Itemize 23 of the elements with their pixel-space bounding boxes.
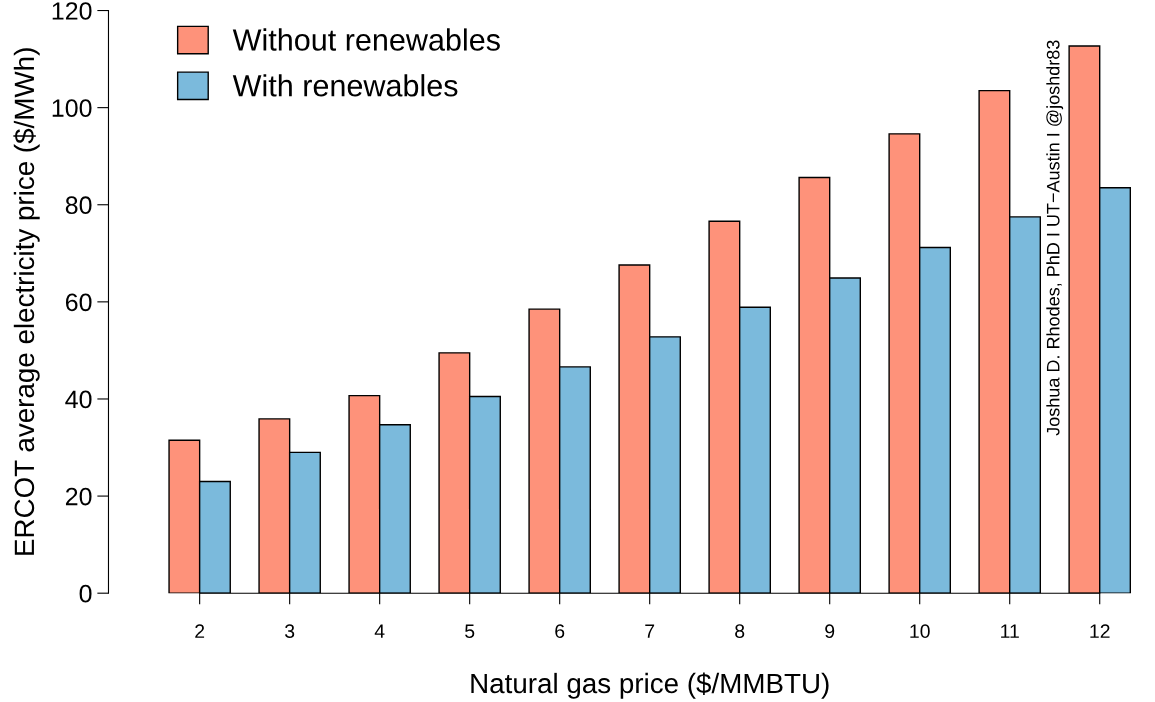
x-tick-label: 4 bbox=[374, 624, 385, 638]
y-tick-label: 100 bbox=[52, 99, 92, 117]
x-tick-label: 7 bbox=[645, 624, 655, 638]
x-tick-label: 2 bbox=[195, 624, 205, 638]
x-axis-title: Natural gas price ($/MMBTU) bbox=[471, 672, 829, 699]
x-tick-label: 8 bbox=[735, 624, 745, 639]
x-tick-label: 3 bbox=[285, 624, 295, 639]
y-axis-title: ERCOT average electricity price ($/MWh) bbox=[13, 48, 40, 555]
annotation: Joshua D. Rhodes, PhD I UT−Austin I @joshdr83 bbox=[1046, 40, 1064, 436]
x-tick-label: 12 bbox=[1090, 624, 1110, 638]
y-tick-label: 120 bbox=[52, 2, 92, 20]
y-tick-label: 20 bbox=[65, 487, 92, 506]
y-tick-label: 0 bbox=[79, 584, 92, 603]
y-tick-label: 40 bbox=[65, 390, 92, 409]
y-tick-label: 60 bbox=[65, 293, 92, 312]
x-tick-label: 9 bbox=[825, 624, 835, 639]
x-tick-label: 10 bbox=[910, 624, 930, 639]
legend-label: With renewables bbox=[232, 74, 458, 97]
x-tick-label: 11 bbox=[1001, 624, 1019, 638]
x-tick-label: 6 bbox=[555, 624, 565, 639]
legend-label: Without renewables bbox=[232, 28, 500, 51]
y-tick-label: 80 bbox=[65, 196, 92, 215]
x-tick-label: 5 bbox=[465, 624, 475, 639]
